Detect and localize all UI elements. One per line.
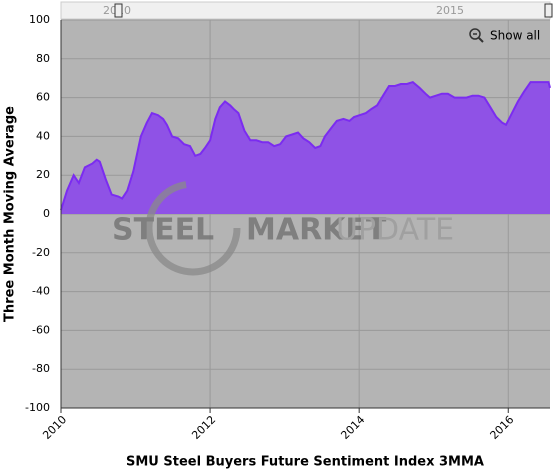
zoom-icon [469, 28, 481, 40]
y-tick-label: 60 [36, 91, 50, 104]
y-tick-label: 0 [43, 207, 50, 220]
y-tick-label: -60 [32, 323, 50, 336]
y-tick-label: -20 [32, 246, 50, 259]
navigator-bar [60, 1, 551, 20]
zoom-icon [478, 37, 484, 43]
area [61, 82, 550, 214]
navigator-label: 2015 [436, 4, 464, 17]
y-tick-label: 100 [29, 13, 50, 26]
button-label[interactable]: Show all [490, 29, 540, 43]
watermark-logo [145, 180, 241, 276]
y-axis-label: Three Month Moving Average [3, 106, 18, 322]
x-tick-label: 2016 [488, 413, 517, 442]
x-tick-label: 2012 [189, 413, 218, 442]
x-axis-label: SMU Steel Buyers Future Sentiment Index … [126, 455, 484, 470]
watermark: STEEL MARKET UPDATE [112, 180, 454, 276]
watermark-text: UPDATE [336, 213, 454, 248]
navigator-handle[interactable] [544, 3, 553, 18]
y-tick-label: 20 [36, 168, 50, 181]
x-tick-label: 2014 [338, 413, 367, 442]
watermark-text: MARKET [246, 213, 387, 248]
line [60, 80, 551, 211]
show-all-button[interactable]: Show all [469, 28, 540, 43]
y-tick-label: -40 [32, 285, 50, 298]
navigator: 2010 2015 [60, 1, 553, 20]
y-tick-label: -80 [32, 362, 50, 375]
y-tick-label: 80 [36, 52, 50, 65]
watermark-text: STEEL [112, 213, 214, 248]
marks [60, 80, 551, 214]
y-tick-label: 40 [36, 129, 50, 142]
y-tick-label: -100 [25, 401, 50, 414]
x-tick-label: 2010 [40, 413, 69, 442]
navigator-handle[interactable] [114, 3, 123, 18]
